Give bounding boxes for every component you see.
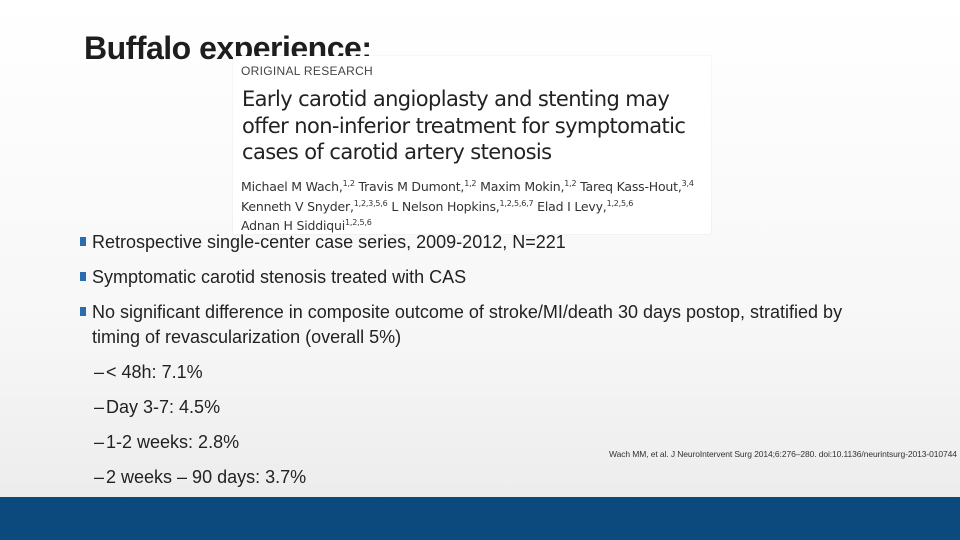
author-8: Adnan H Siddiqui1,2,5,6	[241, 218, 372, 234]
footer-bar	[0, 497, 960, 540]
bullet-list: Retrospective single-center case series,…	[80, 230, 880, 500]
author-1: Michael M Wach,1,2	[241, 179, 355, 195]
bullet-item: Retrospective single-center case series,…	[80, 230, 880, 255]
bullet-item: No significant difference in composite o…	[80, 300, 880, 350]
author-3: Maxim Mokin,1,2	[480, 179, 577, 195]
sub-bullet-item: – Day 3-7: 4.5%	[94, 397, 221, 417]
author-5: Kenneth V Snyder,1,2,3,5,6	[241, 198, 388, 214]
author-6: L Nelson Hopkins,1,2,5,6,7	[391, 198, 534, 214]
dash-marker: –	[94, 467, 105, 487]
dash-marker: –	[94, 432, 105, 452]
article-authors: Michael M Wach,1,2 Travis M Dumont,1,2 M…	[241, 176, 706, 235]
citation: Wach MM, et al. J NeuroIntervent Surg 20…	[609, 449, 957, 459]
dash-marker: –	[94, 397, 105, 417]
sub-bullet-item: – < 48h: 7.1%	[94, 362, 203, 382]
sub-bullet-item: –1-2 weeks: 2.8%	[94, 432, 240, 452]
bullet-item: Symptomatic carotid stenosis treated wit…	[80, 265, 880, 290]
author-7: Elad I Levy,1,2,5,6	[537, 198, 634, 214]
article-label: ORIGINAL RESEARCH	[241, 64, 374, 78]
article-card: ORIGINAL RESEARCH Early carotid angiopla…	[233, 56, 711, 234]
author-2: Travis M Dumont,1,2	[358, 179, 477, 195]
article-title: Early carotid angioplasty and stenting m…	[242, 87, 686, 164]
sub-bullet-item: –2 weeks – 90 days: 3.7%	[94, 467, 307, 487]
author-4: Tareq Kass-Hout,3,4	[580, 179, 694, 195]
dash-marker: –	[94, 362, 105, 382]
